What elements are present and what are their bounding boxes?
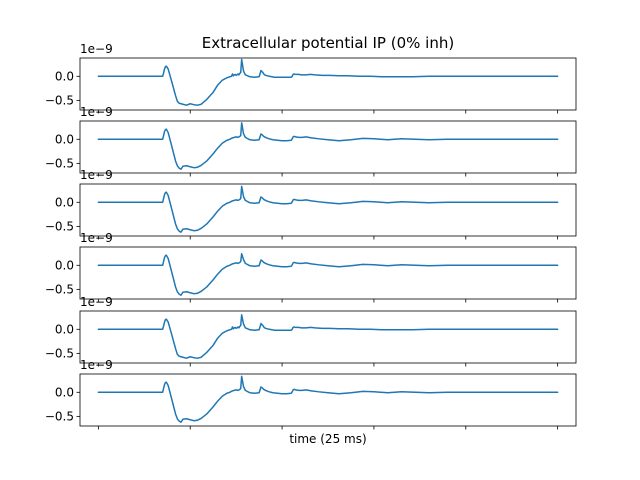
- subplot-stack: 0.0 −0.5 1e−9 0.0 −0.5 1e−9 0.0 −0.5 1e−9 0.0 −0.5…: [45, 42, 577, 430]
- axes-frame-2: [79, 120, 577, 174]
- y-tick-label-1: 0.0: [55, 69, 74, 83]
- axes-frame-6: [79, 373, 577, 427]
- subplot-1: 0.0 −0.5 1e−9: [45, 42, 577, 114]
- axes-frame-3: [79, 183, 577, 237]
- subplot-6: 0.0 −0.5 1e−9: [45, 358, 577, 430]
- y-tick-label-2: 0.0: [55, 132, 74, 146]
- subplot-2: 0.0 −0.5 1e−9: [45, 105, 577, 177]
- y-tick-label-6: 0.0: [55, 385, 74, 399]
- axes-frame-5: [79, 310, 577, 364]
- trace-6-line: [97, 375, 559, 423]
- chart-title: Extracellular potential IP (0% inh): [202, 34, 454, 52]
- y-offset-label-5: 1e−9: [80, 295, 113, 309]
- y-tick-label-4: −0.5: [45, 282, 74, 296]
- y-offset-label-3: 1e−9: [80, 168, 113, 182]
- trace-3-line: [97, 185, 559, 233]
- y-tick-label-5: −0.5: [45, 346, 74, 360]
- y-tick-label-1: −0.5: [45, 93, 74, 107]
- y-offset-label-6: 1e−9: [80, 358, 113, 372]
- axes-frame-1: [79, 57, 577, 111]
- trace-4-line: [97, 252, 559, 296]
- axes-frame-4: [79, 246, 577, 300]
- subplot-4: 0.0 −0.5 1e−9: [45, 231, 577, 303]
- y-tick-label-2: −0.5: [45, 156, 74, 170]
- y-offset-label-2: 1e−9: [80, 105, 113, 119]
- y-tick-label-3: 0.0: [55, 195, 74, 209]
- y-tick-label-5: 0.0: [55, 322, 74, 336]
- subplot-3: 0.0 −0.5 1e−9: [45, 168, 577, 240]
- y-tick-label-4: 0.0: [55, 258, 74, 272]
- trace-2-line: [97, 122, 559, 170]
- trace-5-line: [97, 314, 559, 359]
- y-tick-label-6: −0.5: [45, 409, 74, 423]
- subplot-5: 0.0 −0.5 1e−9: [45, 295, 577, 367]
- y-offset-label-4: 1e−9: [80, 231, 113, 245]
- y-tick-label-3: −0.5: [45, 219, 74, 233]
- trace-1-line: [97, 58, 559, 106]
- x-axis-label: time (25 ms): [289, 432, 366, 446]
- y-offset-label-1: 1e−9: [80, 42, 113, 56]
